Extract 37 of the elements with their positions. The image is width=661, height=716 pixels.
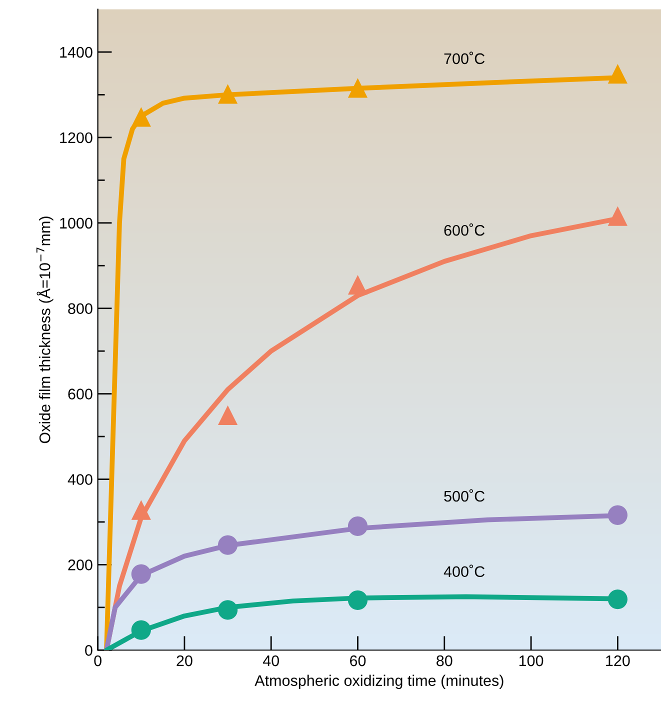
- point: [348, 78, 368, 98]
- x-tick-label: 100: [519, 655, 544, 666]
- point: [131, 564, 151, 584]
- series-label: 700˚C: [444, 52, 485, 64]
- series-label: 400˚C: [444, 564, 485, 578]
- series-label: 600˚C: [444, 223, 485, 236]
- y-tick-label: 1400: [60, 46, 92, 58]
- x-tick-label: 60: [350, 655, 366, 666]
- point: [348, 275, 368, 295]
- point: [608, 64, 628, 84]
- point: [218, 84, 238, 104]
- y-tick-label: 400: [68, 474, 92, 485]
- point: [218, 405, 238, 425]
- x-tick-label: 80: [436, 655, 452, 666]
- y-tick-label: 1000: [60, 218, 92, 229]
- point: [348, 516, 368, 536]
- y-tick-label: 1200: [60, 132, 92, 144]
- point: [131, 500, 151, 520]
- x-tick-label: 120: [606, 655, 630, 666]
- x-tick-label: 20: [176, 655, 192, 666]
- y-tick-label: 800: [68, 303, 92, 314]
- point: [348, 590, 368, 610]
- x-axis-title: Atmospheric oxidizing time (minutes): [254, 674, 504, 690]
- series-label: 500˚C: [444, 489, 485, 502]
- x-tick-label: 0: [94, 655, 102, 666]
- y-axis-title: Oxide film thickness (Å=10$^{−7}$mm): [36, 216, 54, 444]
- point: [131, 107, 151, 127]
- point: [608, 206, 628, 226]
- y-tick-label: 600: [68, 388, 92, 400]
- x-tick-label: 40: [262, 655, 280, 666]
- point: [218, 535, 238, 555]
- point: [131, 620, 151, 640]
- point: [218, 600, 238, 620]
- y-tick-label: 200: [68, 560, 92, 570]
- point: [608, 589, 628, 610]
- point: [608, 505, 628, 525]
- y-tick-label: 0: [85, 644, 92, 656]
